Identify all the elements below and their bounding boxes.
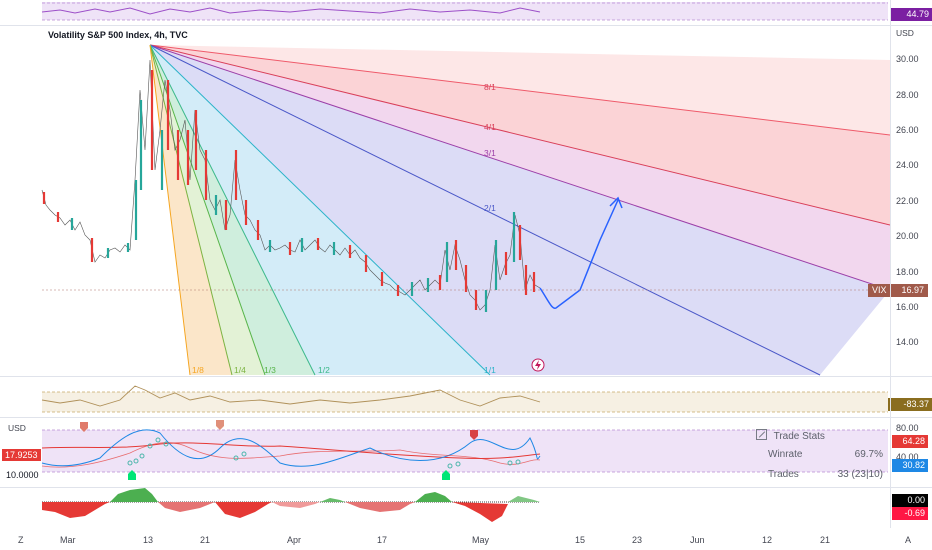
price-tick: 16.00: [896, 302, 919, 312]
fan-label-1-4: 1/4: [234, 365, 246, 375]
candlesticks: [41, 59, 541, 312]
trade-stats-panel: Trade Stats Winrate 69.7% Trades 33 (23|…: [756, 427, 886, 487]
oscillator-pane[interactable]: [40, 418, 890, 486]
histogram-plot: [42, 488, 540, 522]
time-tick: 12: [762, 535, 773, 545]
time-tick: Apr: [287, 535, 302, 545]
time-tick: 15: [575, 535, 586, 545]
price-tick: 30.00: [896, 54, 919, 64]
fan-labels: 8/1 4/1 3/1 2/1 1/1 1/2 1/3 1/4 1/8: [192, 82, 496, 375]
histogram-tag-zero: 0.00: [892, 494, 928, 507]
price-currency-label: USD: [896, 28, 914, 38]
time-tick: Jun: [690, 535, 705, 545]
corner-button-right[interactable]: A: [905, 535, 912, 545]
oscillator-left-value-tag: 17.9253: [2, 449, 41, 461]
price-tick: 18.00: [896, 267, 919, 277]
price-plot: 8/1 4/1 3/1 2/1 1/1 1/2 1/3 1/4 1/8: [41, 44, 890, 376]
gann-line-3-1: [149, 44, 890, 291]
oscillator-tag-red: 64.28: [892, 435, 928, 448]
time-tick: 21: [200, 535, 211, 545]
oscillator-tag-blue: 30.82: [892, 459, 928, 472]
fan-label-1-2: 1/2: [318, 365, 330, 375]
time-tick: 17: [377, 535, 388, 545]
main-price-pane[interactable]: 8/1 4/1 3/1 2/1 1/1 1/2 1/3 1/4 1/8: [0, 26, 890, 376]
price-tick: 26.00: [896, 125, 919, 135]
last-price-value: 16.97: [901, 285, 924, 295]
oscillator-currency-label: USD: [8, 423, 26, 433]
fan-label-2-1: 2/1: [484, 203, 496, 213]
mid-indicator-pane[interactable]: [0, 378, 890, 418]
last-price-tag: VIX 16.97: [868, 284, 928, 297]
winrate-row: Winrate 69.7%: [768, 449, 883, 460]
time-axis[interactable]: Z Mar 13 21 Apr 17 May 15 23 Jun 12 21 A: [0, 528, 932, 550]
winrate-label: Winrate: [768, 449, 803, 460]
price-axis[interactable]: 30.00 28.00 26.00 24.00 22.00 20.00 18.0…: [890, 26, 932, 376]
price-tick: 28.00: [896, 90, 919, 100]
trades-value: 33 (23|10): [837, 469, 883, 480]
winrate-value: 69.7%: [854, 449, 883, 460]
trade-stats-title: Trade Stats: [773, 431, 825, 442]
top-indicator-value-tag: 44.79: [890, 8, 932, 21]
histogram-tag-value: -0.69: [892, 507, 928, 520]
time-tick: May: [472, 535, 490, 545]
time-tick: 21: [820, 535, 831, 545]
price-tick: 24.00: [896, 160, 919, 170]
pane-divider[interactable]: [0, 417, 932, 418]
trade-stats-header[interactable]: Trade Stats: [756, 429, 825, 442]
gann-line-1-2: [149, 44, 316, 376]
time-tick: 13: [143, 535, 154, 545]
gann-line-1-8: [149, 44, 191, 376]
top-indicator-plot: [41, 2, 888, 21]
gann-line-2-1: [149, 44, 821, 376]
pane-divider[interactable]: [0, 376, 932, 377]
trade-stats-checkbox-icon[interactable]: [756, 429, 767, 440]
gann-line-1-1: [149, 44, 491, 376]
oscillator-tick: 80.00: [896, 423, 919, 433]
axis-divider: [890, 0, 891, 528]
top-indicator-pane[interactable]: [0, 0, 890, 24]
oscillator-axis[interactable]: 80.00 40.00: [890, 418, 932, 486]
pane-divider[interactable]: [0, 25, 932, 26]
gann-line-4-1: [149, 44, 890, 226]
price-tick: 20.00: [896, 231, 919, 241]
trades-label: Trades: [768, 469, 799, 480]
gann-line-8-1: [149, 44, 890, 136]
oscillator-plot: [41, 420, 888, 480]
last-price-symbol: VIX: [872, 285, 887, 295]
oscillator-tick: 40.00: [896, 452, 919, 462]
mid-indicator-plot: [41, 385, 888, 413]
projection-arrow: [539, 199, 619, 309]
time-tick: Mar: [60, 535, 76, 545]
oscillator-left-low: 10.0000: [6, 470, 39, 480]
fan-label-3-1: 3/1: [484, 148, 496, 158]
fan-label-1-1: 1/1: [484, 365, 496, 375]
gann-line-1-4: [149, 44, 233, 376]
price-tick: 22.00: [896, 196, 919, 206]
trades-row: Trades 33 (23|10): [768, 469, 883, 480]
pane-divider[interactable]: [0, 487, 932, 488]
fan-label-1-3: 1/3: [264, 365, 276, 375]
chart-title: Volatility S&P 500 Index, 4h, TVC: [48, 30, 188, 40]
mid-indicator-value-tag: -83.37: [888, 398, 932, 411]
fan-label-8-1: 8/1: [484, 82, 496, 92]
price-tick: 14.00: [896, 337, 919, 347]
gann-line-1-3: [149, 44, 266, 376]
fan-label-4-1: 4/1: [484, 122, 496, 132]
fan-label-1-8: 1/8: [192, 365, 204, 375]
time-tick: 23: [632, 535, 643, 545]
histogram-pane[interactable]: [40, 488, 890, 526]
corner-button-left[interactable]: Z: [18, 535, 24, 545]
